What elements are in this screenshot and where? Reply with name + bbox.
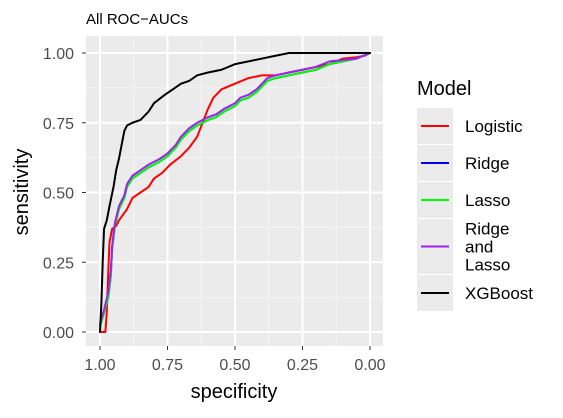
y-tick-label: 0.25 (43, 255, 74, 272)
y-axis-label: sensitivity (11, 149, 33, 236)
x-tick-label: 0.50 (219, 357, 250, 374)
x-tick-label: 1.00 (84, 357, 115, 374)
y-tick-label: 1.00 (43, 46, 74, 63)
legend-label-logistic: Logistic (465, 117, 523, 136)
legend-label-ridge-and-lasso: Ridge and Lasso (465, 220, 510, 275)
legend-label-lasso: Lasso (465, 191, 510, 210)
legend-layer: Model Logistic Ridge Lasso Ridge and Lasso XGBo… (417, 78, 533, 311)
x-axis-label: specificity (191, 381, 278, 403)
series-line-xgboost (99, 52, 371, 333)
chart-title: All ROC−AUCs (86, 11, 188, 28)
series-line-ridge-and-lasso (99, 52, 371, 325)
legend-label-xgboost: XGBoost (465, 284, 533, 303)
legend-title: Model (417, 78, 471, 100)
x-tick-label: 0.75 (152, 357, 183, 374)
axes-layer: 1.00 0.75 0.50 0.25 0.00 0.00 0.25 0.50 0.75 1.00 (43, 46, 386, 374)
y-tick-label: 0.75 (43, 116, 74, 133)
legend-label-ridge: Ridge (465, 154, 509, 173)
x-tick-label: 0.25 (287, 357, 318, 374)
y-tick-label: 0.50 (43, 186, 74, 203)
y-tick-label: 0.00 (43, 325, 74, 342)
series-layer (99, 52, 371, 333)
grid-layer (86, 36, 383, 346)
x-tick-label: 0.00 (354, 357, 385, 374)
